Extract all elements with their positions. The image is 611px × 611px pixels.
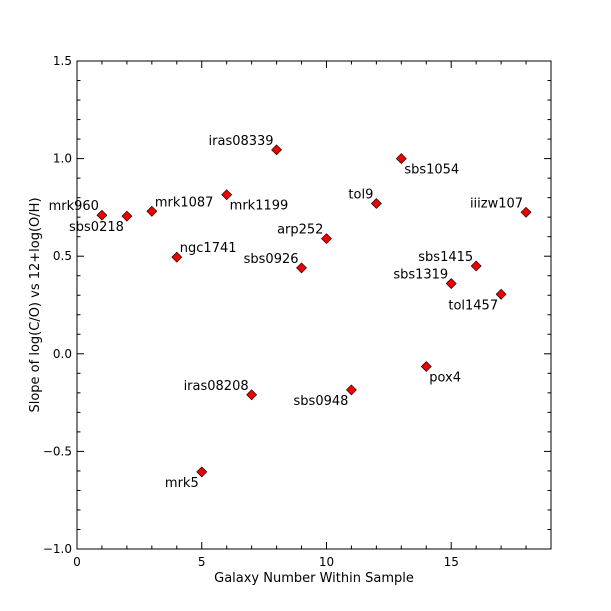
point-label-sbs0926: sbs0926 <box>244 252 299 267</box>
point-label-mrk960: mrk960 <box>49 199 99 214</box>
data-point-mrk5 <box>196 466 208 478</box>
data-point-mrk960 <box>96 209 108 221</box>
data-point-pox4 <box>420 361 432 372</box>
point-label-sbs1054: sbs1054 <box>404 163 459 178</box>
x-tick-label: 0 <box>73 555 81 569</box>
y-tick-label: 1.0 <box>53 152 72 166</box>
data-point-sbs0218 <box>121 210 133 222</box>
data-point-sbs0926 <box>296 262 307 274</box>
y-tick-label: 1.5 <box>53 54 72 68</box>
x-tick-label: 10 <box>319 555 334 569</box>
points-layer: mrk960 sbs0218 mrk1087 ngc1741 mrk5 mrk1199 ir… <box>49 134 532 491</box>
x-tick-label: 15 <box>444 555 459 569</box>
y-tick-label: −1.0 <box>43 542 72 556</box>
point-label-arp252: arp252 <box>277 223 323 238</box>
point-label-iras08208: iras08208 <box>184 379 249 394</box>
data-point-ngc1741 <box>171 251 183 263</box>
data-point-arp252 <box>321 233 332 245</box>
data-point-mrk1199 <box>221 189 233 201</box>
y-tick-label: −0.5 <box>43 444 72 458</box>
point-label-mrk5: mrk5 <box>165 476 199 491</box>
point-label-sbs1319: sbs1319 <box>393 268 448 283</box>
x-axis-label: Galaxy Number Within Sample <box>214 571 414 586</box>
point-label-iiizw107: iiizw107 <box>470 196 523 211</box>
x-tick-label: 5 <box>198 555 206 569</box>
point-label-sbs0218: sbs0218 <box>69 220 124 235</box>
data-point-tol9 <box>370 198 382 209</box>
data-point-iras08339 <box>271 144 283 156</box>
point-label-mrk1087: mrk1087 <box>155 195 214 210</box>
y-tick-label: 0.5 <box>53 249 72 263</box>
point-label-mrk1199: mrk1199 <box>230 199 289 214</box>
point-label-tol9: tol9 <box>348 187 373 202</box>
data-point-mrk1087 <box>146 205 158 217</box>
data-point-sbs0948 <box>345 384 357 396</box>
point-label-iras08339: iras08339 <box>209 134 274 149</box>
data-point-sbs1319 <box>445 278 457 289</box>
point-label-pox4: pox4 <box>429 370 461 385</box>
data-point-sbs1054 <box>395 153 407 165</box>
y-axis-label: Slope of log(C/O) vs 12+log(O/H) <box>28 197 43 412</box>
ticks-layer: 0 5 10 15 −1.0 −0.5 0.0 0.5 1.0 1.5 <box>43 54 551 569</box>
point-label-ngc1741: ngc1741 <box>180 241 237 256</box>
data-point-iras08208 <box>246 389 258 401</box>
data-point-iiizw107 <box>520 206 532 218</box>
point-label-tol1457: tol1457 <box>448 298 498 313</box>
point-label-sbs0948: sbs0948 <box>294 394 349 409</box>
plot-area-frame <box>76 60 552 550</box>
data-point-tol1457 <box>495 288 507 300</box>
data-point-sbs1415 <box>470 260 482 272</box>
y-tick-label: 0.0 <box>53 347 72 361</box>
point-label-sbs1415: sbs1415 <box>418 250 473 265</box>
